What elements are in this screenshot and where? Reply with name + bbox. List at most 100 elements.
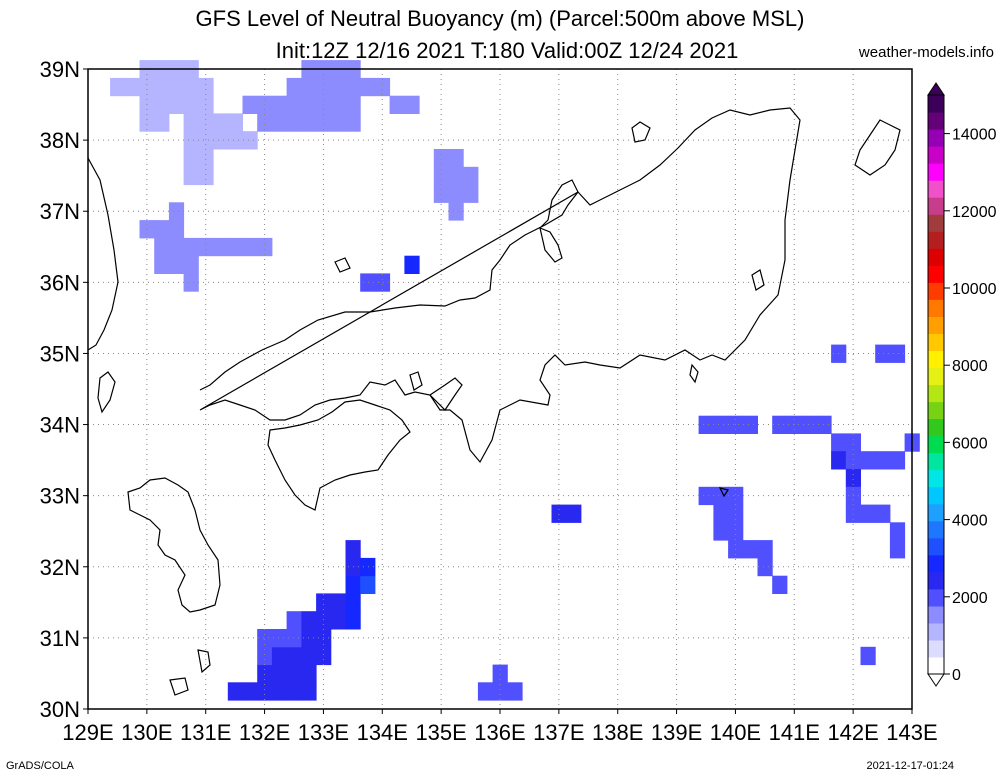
data-cell bbox=[889, 522, 906, 541]
data-cell bbox=[772, 415, 788, 434]
data-cell bbox=[330, 593, 346, 612]
data-cell bbox=[845, 504, 861, 523]
y-tick-label: 30N bbox=[40, 697, 80, 722]
data-cell bbox=[360, 557, 376, 577]
data-cell bbox=[801, 415, 817, 434]
data-cell bbox=[728, 504, 744, 523]
colorbar-segment bbox=[928, 350, 944, 368]
colorbar-frame bbox=[927, 94, 945, 675]
colorbar-segment bbox=[928, 197, 944, 215]
data-cell bbox=[286, 611, 302, 630]
coastline-sakhalin-tip bbox=[751, 269, 765, 291]
x-tick-label: 138E bbox=[592, 720, 643, 745]
data-cell bbox=[860, 504, 876, 523]
data-cell bbox=[345, 77, 361, 97]
data-cell bbox=[198, 113, 214, 132]
x-tick-label: 135E bbox=[415, 720, 466, 745]
data-cell bbox=[183, 113, 199, 132]
data-cell bbox=[154, 255, 170, 274]
colorbar-segment bbox=[928, 435, 944, 454]
colorbar-segment bbox=[928, 537, 944, 556]
colorbar-segment bbox=[928, 639, 944, 658]
data-cell bbox=[183, 273, 199, 292]
data-cell bbox=[433, 184, 449, 203]
y-tick-label: 36N bbox=[40, 270, 80, 295]
data-cell bbox=[345, 113, 361, 132]
coastline-hachijo bbox=[718, 487, 729, 498]
data-cell bbox=[404, 255, 420, 274]
colorbar-segment bbox=[928, 163, 944, 181]
data-cell bbox=[227, 237, 243, 257]
data-cell bbox=[286, 77, 302, 97]
data-cell bbox=[301, 95, 317, 114]
data-cell bbox=[213, 237, 229, 257]
data-cell bbox=[168, 95, 185, 114]
data-cell bbox=[154, 237, 170, 257]
data-cell bbox=[227, 682, 243, 701]
data-cell bbox=[889, 540, 906, 559]
data-cell bbox=[566, 504, 582, 523]
data-cell bbox=[728, 522, 744, 541]
x-tick-label: 142E bbox=[827, 720, 878, 745]
x-tick-label: 134E bbox=[357, 720, 408, 745]
data-cell bbox=[301, 646, 317, 666]
data-cell bbox=[168, 220, 185, 239]
data-cell bbox=[316, 77, 332, 97]
data-cell bbox=[168, 255, 185, 274]
data-cell bbox=[316, 611, 332, 630]
data-cell bbox=[213, 131, 229, 150]
colorbar-segment bbox=[928, 401, 944, 420]
data-cell bbox=[389, 95, 405, 114]
data-cell bbox=[316, 646, 332, 666]
coastlines bbox=[87, 107, 901, 696]
colorbar-segment bbox=[928, 486, 944, 505]
data-cell bbox=[271, 95, 288, 114]
data-cell bbox=[330, 113, 346, 132]
data-cell bbox=[492, 664, 508, 683]
coastline-honshu-east bbox=[199, 107, 801, 464]
data-cell bbox=[242, 95, 258, 114]
data-cell bbox=[757, 540, 773, 559]
data-cell bbox=[551, 504, 567, 523]
colorbar-segment bbox=[928, 95, 944, 113]
coastline-izu bbox=[689, 363, 699, 384]
footer-software-label: GrADS/COLA bbox=[6, 760, 74, 772]
colorbar-segment bbox=[928, 146, 944, 164]
coastline-tsushima bbox=[97, 371, 116, 414]
colorbar-label: 12000 bbox=[952, 204, 997, 221]
colorbar-label: 0 bbox=[952, 667, 961, 684]
data-cell bbox=[698, 486, 714, 506]
data-cell bbox=[198, 149, 214, 168]
data-cell bbox=[154, 113, 170, 132]
colorbar-segment bbox=[928, 520, 944, 539]
data-cell bbox=[198, 237, 214, 257]
data-cell bbox=[360, 575, 376, 594]
data-cell bbox=[433, 149, 449, 168]
colorbar-label: 14000 bbox=[952, 127, 997, 144]
data-cell bbox=[257, 629, 273, 648]
data-cell bbox=[286, 646, 302, 666]
data-cell bbox=[463, 184, 479, 203]
data-cell bbox=[286, 629, 302, 648]
data-cell bbox=[463, 166, 479, 186]
data-cell bbox=[477, 682, 494, 701]
data-cell bbox=[875, 504, 891, 523]
data-cell bbox=[183, 131, 199, 150]
colorbar-segment bbox=[928, 418, 944, 437]
colorbar-label: 4000 bbox=[952, 513, 988, 530]
chart-subtitle: Init:12Z 12/16 2021 T:180 Valid:00Z 12/2… bbox=[275, 38, 739, 63]
x-tick-label: 129E bbox=[62, 720, 113, 745]
colorbar: 0 2000 4000 6000 8000 10000 12000 14000 bbox=[927, 82, 997, 687]
data-cell bbox=[154, 220, 170, 239]
data-cell bbox=[330, 611, 346, 630]
x-tick-label: 131E bbox=[180, 720, 231, 745]
colorbar-segment bbox=[928, 571, 944, 590]
data-cell bbox=[139, 77, 155, 97]
data-cell bbox=[271, 113, 288, 132]
colorbar-label: 8000 bbox=[952, 358, 988, 375]
y-tick-label: 37N bbox=[40, 199, 80, 224]
y-axis-ticks: 30N 31N 32N 33N 34N 35N 36N 37N 38N 39N bbox=[40, 57, 88, 722]
data-cell bbox=[448, 184, 464, 203]
data-cell bbox=[345, 575, 361, 594]
colorbar-segment bbox=[928, 657, 944, 675]
